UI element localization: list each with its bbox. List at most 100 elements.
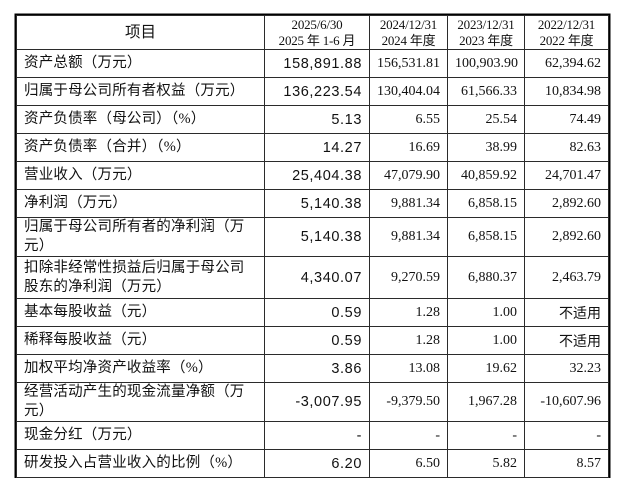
row-label: 净利润（万元） [16,189,265,218]
row-value-period-3: 2,892.60 [524,189,609,218]
column-header-period-0: 2025/6/30 2025 年 1-6 月 [264,15,370,50]
row-value-period-1: 130,404.04 [369,77,448,106]
row-value-period-2: - [447,421,525,450]
table-row: 稀释每股收益（元） 0.59 1.28 1.00 不适用 [16,326,609,355]
period-date-0: 2025/6/30 [291,16,343,32]
row-value-period-3: 62,394.62 [524,49,609,78]
row-label: 现金分红（万元） [16,421,265,450]
row-value-period-2: 1,967.28 [447,382,525,422]
row-value-period-2: 6,880.37 [447,256,525,299]
row-value-period-1: 6.50 [369,449,448,478]
row-label: 资产总额（万元） [16,49,265,78]
row-value-period-0: 6.20 [264,449,370,478]
row-value-period-2: 19.62 [447,354,525,383]
row-value-period-1: 9,881.34 [369,189,448,218]
row-value-period-1: 1.28 [369,326,448,355]
row-value-period-1: 13.08 [369,354,448,383]
period-date-1: 2024/12/31 [379,16,438,32]
row-value-period-3: 32.23 [524,354,609,383]
row-value-period-0: 3.86 [264,354,370,383]
row-value-period-0: 158,891.88 [264,49,370,78]
row-value-period-2: 1.00 [447,326,525,355]
row-value-period-3: - [524,421,609,450]
table-row: 净利润（万元） 5,140.38 9,881.34 6,858.15 2,892.60 [16,189,609,218]
table-row: 资产负债率（母公司）（%） 5.13 6.55 25.54 74.49 [16,105,609,134]
row-value-period-2: 40,859.92 [447,161,525,190]
screenshot-canvas: 项目 2025/6/30 2025 年 1-6 月 2024/12/31 202… [16,15,609,478]
table-body: 资产总额（万元） 158,891.88 156,531.81 100,903.90 62… [16,49,609,478]
row-label: 基本每股收益（元） [16,298,265,327]
row-value-period-2: 100,903.90 [447,49,525,78]
row-label: 资产负债率（合并）（%） [16,133,265,162]
period-date-2: 2023/12/31 [457,16,515,32]
row-value-period-1: 16.69 [369,133,448,162]
table-header: 项目 2025/6/30 2025 年 1-6 月 2024/12/31 202… [16,15,609,50]
row-value-period-1: 1.28 [369,298,448,327]
period-date-3: 2022/12/31 [537,16,596,32]
row-value-period-3: 2,892.60 [524,217,609,257]
row-value-period-3: 24,701.47 [524,161,609,190]
column-header-period-1: 2024/12/31 2024 年度 [369,15,448,50]
row-value-period-1: - [369,421,448,450]
row-value-period-3: 8.57 [524,449,609,478]
row-value-period-3: 不适用 [524,326,609,355]
table-row: 资产总额（万元） 158,891.88 156,531.81 100,903.90 62… [16,49,609,78]
row-value-period-0: 5.13 [264,105,370,134]
row-label: 营业收入（万元） [16,161,265,190]
row-value-period-3: 2,463.79 [524,256,609,299]
row-value-period-0: 136,223.54 [264,77,370,106]
row-value-period-0: 5,140.38 [264,217,370,257]
row-value-period-0: -3,007.95 [264,382,370,422]
row-value-period-2: 38.99 [447,133,525,162]
row-value-period-0: 25,404.38 [264,161,370,190]
row-value-period-1: 9,270.59 [369,256,448,299]
row-value-period-0: 0.59 [264,326,370,355]
row-label: 归属于母公司所有者的净利润（万元） [16,217,265,257]
row-value-period-3: 不适用 [524,298,609,327]
row-value-period-2: 25.54 [447,105,525,134]
row-label: 研发投入占营业收入的比例（%） [16,449,265,478]
table-row: 基本每股收益（元） 0.59 1.28 1.00 不适用 [16,298,609,327]
row-value-period-0: 4,340.07 [264,256,370,299]
row-value-period-1: 156,531.81 [369,49,448,78]
row-label: 资产负债率（母公司）（%） [16,105,265,134]
table-row: 归属于母公司所有者的净利润（万元） 5,140.38 9,881.34 6,858.1… [16,217,609,257]
row-value-period-1: 9,881.34 [369,217,448,257]
table-row: 营业收入（万元） 25,404.38 47,079.90 40,859.92 24,70… [16,161,609,190]
row-value-period-2: 1.00 [447,298,525,327]
period-span-1: 2024 年度 [381,32,436,48]
column-header-item: 项目 [16,15,265,50]
row-label: 经营活动产生的现金流量净额（万元） [16,382,265,422]
row-value-period-3: 10,834.98 [524,77,609,106]
table-header-row: 项目 2025/6/30 2025 年 1-6 月 2024/12/31 202… [16,15,609,50]
period-span-0: 2025 年 1-6 月 [278,32,356,48]
table-row: 资产负债率（合并）（%） 14.27 16.69 38.99 82.63 [16,133,609,162]
row-value-period-0: - [264,421,370,450]
table-row: 经营活动产生的现金流量净额（万元） -3,007.95 -9,379.50 1,967… [16,382,609,422]
row-value-period-1: 6.55 [369,105,448,134]
row-label: 归属于母公司所有者权益（万元） [16,77,265,106]
period-span-3: 2022 年度 [539,32,594,48]
financial-summary-table: 项目 2025/6/30 2025 年 1-6 月 2024/12/31 202… [16,15,609,478]
row-value-period-0: 5,140.38 [264,189,370,218]
table-row: 现金分红（万元） - - - - [16,421,609,450]
column-header-period-3: 2022/12/31 2022 年度 [524,15,609,50]
row-value-period-2: 6,858.15 [447,217,525,257]
row-value-period-0: 0.59 [264,298,370,327]
table-row: 归属于母公司所有者权益（万元） 136,223.54 130,404.04 61,56… [16,77,609,106]
row-value-period-3: 74.49 [524,105,609,134]
table-row: 研发投入占营业收入的比例（%） 6.20 6.50 5.82 8.57 [16,449,609,478]
row-value-period-3: 82.63 [524,133,609,162]
column-header-period-2: 2023/12/31 2023 年度 [447,15,525,50]
row-label: 稀释每股收益（元） [16,326,265,355]
row-value-period-2: 5.82 [447,449,525,478]
row-label: 扣除非经常性损益后归属于母公司股东的净利润（万元） [16,256,265,299]
row-value-period-2: 6,858.15 [447,189,525,218]
row-value-period-2: 61,566.33 [447,77,525,106]
row-value-period-3: -10,607.96 [524,382,609,422]
table-row: 加权平均净资产收益率（%） 3.86 13.08 19.62 32.23 [16,354,609,383]
row-value-period-0: 14.27 [264,133,370,162]
row-value-period-1: -9,379.50 [369,382,448,422]
row-value-period-1: 47,079.90 [369,161,448,190]
table-row: 扣除非经常性损益后归属于母公司股东的净利润（万元） 4,340.07 9,270.5… [16,256,609,299]
